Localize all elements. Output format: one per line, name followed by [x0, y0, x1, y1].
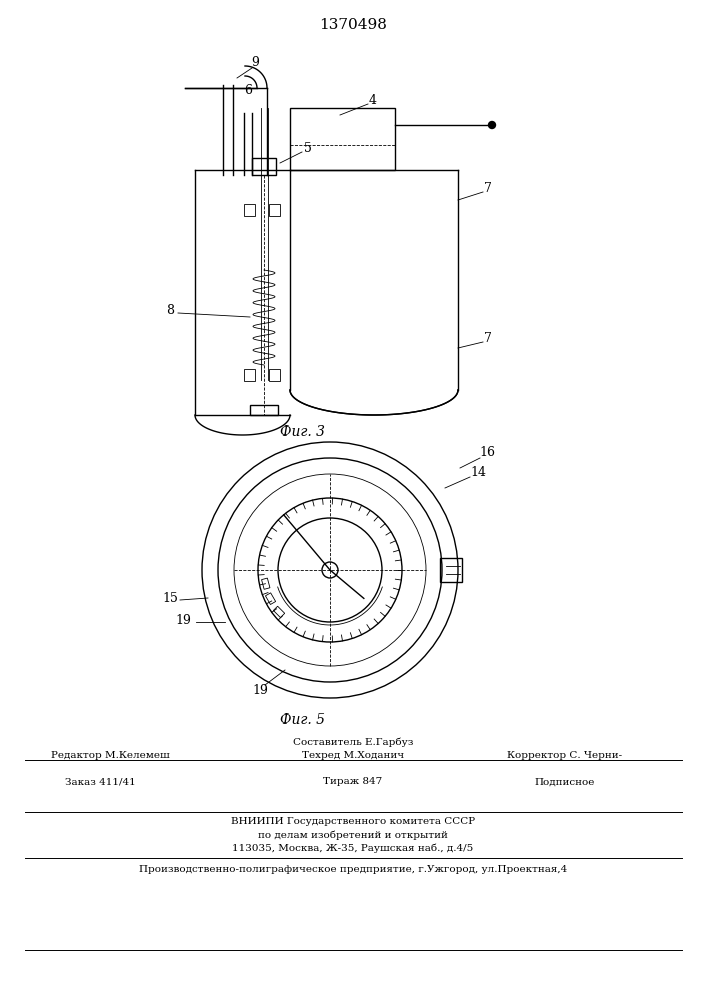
Text: 6: 6	[244, 85, 252, 98]
Text: Корректор С. Черни-: Корректор С. Черни-	[508, 750, 623, 760]
Bar	[269, 204, 280, 216]
Text: 16: 16	[479, 446, 495, 460]
Text: 19: 19	[175, 613, 191, 626]
Text: Подписное: Подписное	[534, 778, 595, 786]
Circle shape	[489, 121, 496, 128]
Bar	[274, 606, 285, 618]
Text: Тираж 847: Тираж 847	[323, 778, 382, 786]
Text: ВНИИПИ Государственного комитета СССР: ВНИИПИ Государственного комитета СССР	[231, 818, 475, 826]
Text: Заказ 411/41: Заказ 411/41	[64, 778, 135, 786]
Bar	[262, 578, 270, 589]
Text: Фиг. 5: Фиг. 5	[281, 713, 325, 727]
Bar	[440, 558, 462, 582]
Text: Техред М.Ходанич: Техред М.Ходанич	[302, 750, 404, 760]
Text: 4: 4	[369, 94, 377, 106]
Text: 8: 8	[166, 304, 174, 316]
Text: Производственно-полиграфическое предприятие, г.Ужгород, ул.Проектная,4: Производственно-полиграфическое предприя…	[139, 865, 567, 874]
Text: 14: 14	[470, 466, 486, 479]
Bar	[290, 108, 395, 170]
Bar	[265, 593, 276, 604]
Bar	[250, 405, 278, 415]
Text: 19: 19	[252, 684, 268, 696]
Bar	[252, 158, 276, 175]
Text: 9: 9	[251, 56, 259, 70]
Text: 15: 15	[162, 591, 178, 604]
Text: 7: 7	[484, 182, 492, 194]
Bar	[244, 204, 255, 216]
Text: Составитель Е.Гарбуз: Составитель Е.Гарбуз	[293, 737, 413, 747]
Text: 7: 7	[484, 332, 492, 344]
Text: 1370498: 1370498	[319, 18, 387, 32]
Text: 5: 5	[304, 141, 312, 154]
Bar	[244, 369, 255, 381]
Text: 113035, Москва, Ж-35, Раушская наб., д.4/5: 113035, Москва, Ж-35, Раушская наб., д.4…	[233, 843, 474, 853]
Text: по делам изобретений и открытий: по делам изобретений и открытий	[258, 830, 448, 840]
Bar	[269, 369, 280, 381]
Text: Фиг. 3: Фиг. 3	[281, 425, 325, 439]
Text: Редактор М.Келемеш: Редактор М.Келемеш	[51, 750, 170, 760]
